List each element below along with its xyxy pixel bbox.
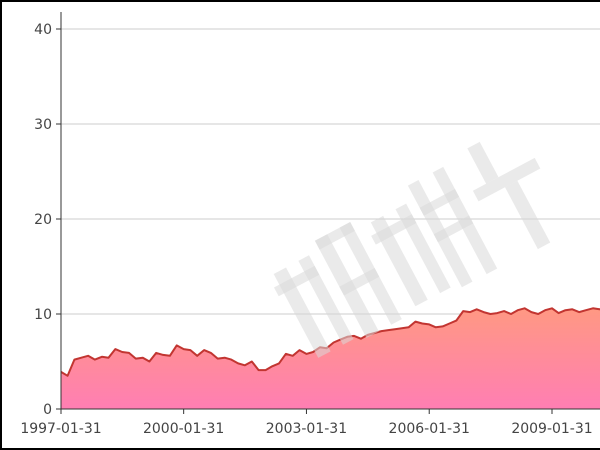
area-series <box>60 307 600 409</box>
y-tick-label: 10 <box>34 307 52 323</box>
x-tick-label: 2000-01-31 <box>143 421 224 437</box>
x-tick-label: 2003-01-31 <box>266 421 347 437</box>
y-axis-ticks: 0 10 20 30 40 <box>34 22 61 418</box>
grid-lines <box>61 28 600 315</box>
area-fill <box>61 308 600 409</box>
y-tick-label: 30 <box>34 117 52 133</box>
x-tick-label: 1997-01-31 <box>20 421 101 437</box>
x-tick-label: 2006-01-31 <box>389 421 470 437</box>
axes <box>60 12 600 410</box>
y-tick-label: 40 <box>34 22 52 38</box>
x-tick-label: 2009-01-31 <box>511 421 592 437</box>
x-axis-ticks: 1997-01-31 2000-01-31 2003-01-31 2006-01-31… <box>20 409 593 437</box>
y-tick-label: 20 <box>34 212 52 228</box>
y-tick-label: 0 <box>43 402 52 418</box>
